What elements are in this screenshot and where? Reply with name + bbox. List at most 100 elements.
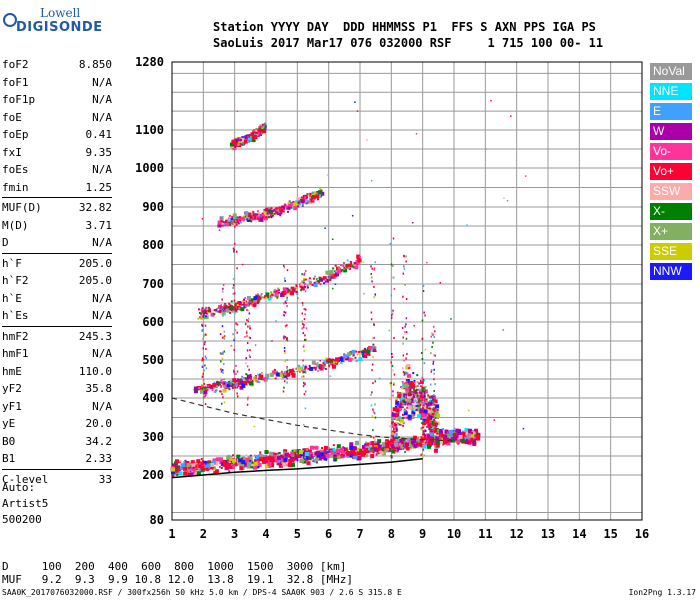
echo-point bbox=[236, 395, 239, 398]
echo-point bbox=[236, 454, 241, 459]
echo-point bbox=[211, 388, 214, 391]
echo-point bbox=[264, 459, 269, 464]
echo-point bbox=[256, 300, 259, 303]
echo-point bbox=[397, 413, 400, 416]
echo-point bbox=[390, 294, 393, 297]
echo-point bbox=[432, 325, 435, 328]
echo-point bbox=[421, 407, 424, 410]
echo-point bbox=[248, 368, 250, 371]
echo-point bbox=[234, 380, 236, 383]
echo-point bbox=[319, 283, 322, 286]
echo-point bbox=[393, 423, 396, 426]
echo-point bbox=[408, 442, 413, 447]
echo-point bbox=[466, 224, 468, 226]
echo-point bbox=[423, 389, 425, 391]
echo-point bbox=[420, 351, 423, 354]
echo-point bbox=[259, 131, 262, 134]
echo-point bbox=[358, 350, 361, 353]
echo-point bbox=[363, 293, 365, 295]
echo-point bbox=[282, 287, 287, 292]
echo-point bbox=[190, 460, 195, 465]
echo-point bbox=[272, 458, 277, 463]
y-tick-label: 1280 bbox=[135, 55, 164, 69]
param-value: N/A bbox=[92, 291, 112, 305]
echo-point bbox=[249, 300, 252, 303]
echo-point bbox=[405, 260, 407, 263]
echo-point bbox=[236, 386, 239, 389]
echo-point bbox=[354, 265, 359, 270]
echo-point bbox=[238, 307, 241, 310]
echo-point bbox=[398, 423, 401, 426]
x-tick-label: 6 bbox=[325, 527, 332, 541]
echo-point bbox=[306, 284, 309, 287]
echo-point bbox=[259, 124, 262, 127]
auto-artist: Artist5 bbox=[2, 497, 49, 510]
echo-point bbox=[433, 368, 435, 371]
echo-point bbox=[233, 337, 236, 340]
echo-point bbox=[279, 208, 284, 213]
echo-point bbox=[234, 145, 237, 148]
echo-point bbox=[334, 452, 337, 455]
echo-point bbox=[256, 293, 259, 296]
echo-point bbox=[207, 310, 210, 313]
echo-point bbox=[283, 350, 286, 353]
echo-point bbox=[286, 205, 291, 210]
echo-point bbox=[374, 416, 377, 419]
echo-point bbox=[221, 459, 226, 464]
echo-point bbox=[333, 277, 336, 280]
echo-point bbox=[319, 366, 324, 371]
echo-point bbox=[250, 298, 255, 303]
echo-point bbox=[246, 365, 249, 368]
echo-point bbox=[301, 302, 304, 305]
echo-point bbox=[392, 440, 397, 445]
echo-point bbox=[196, 386, 199, 389]
echo-point bbox=[423, 389, 428, 394]
echo-point bbox=[230, 465, 235, 470]
echo-point bbox=[219, 306, 222, 309]
echo-point bbox=[419, 390, 424, 395]
scaled-parameters-panel: foF2 8.850 foF1 N/A foF1p N/A foE N/A foEp 0.41 fx… bbox=[2, 56, 112, 488]
echo-point bbox=[283, 277, 286, 280]
echo-point bbox=[336, 454, 339, 457]
echo-point bbox=[362, 261, 365, 264]
echo-point bbox=[433, 372, 435, 375]
echo-point bbox=[232, 222, 235, 225]
echo-point bbox=[224, 303, 226, 306]
echo-point bbox=[413, 381, 416, 384]
param-name: fmin bbox=[2, 180, 29, 194]
param-name: C-level bbox=[2, 472, 49, 486]
echo-point bbox=[286, 358, 288, 361]
echo-point bbox=[406, 352, 408, 355]
echo-point bbox=[402, 399, 405, 402]
param-value: N/A bbox=[92, 93, 112, 106]
echo-point bbox=[286, 305, 288, 308]
echo-point bbox=[275, 293, 278, 296]
echo-point bbox=[355, 350, 358, 353]
echo-point bbox=[377, 452, 380, 455]
echo-point bbox=[410, 440, 415, 445]
echo-point bbox=[264, 463, 269, 468]
echo-point bbox=[315, 365, 318, 368]
param-name: fxI bbox=[2, 145, 22, 159]
echo-point bbox=[425, 386, 427, 388]
echo-point bbox=[185, 461, 190, 466]
echo-point bbox=[433, 378, 435, 381]
echo-point bbox=[431, 402, 434, 405]
echo-point bbox=[267, 456, 272, 461]
echo-point bbox=[203, 335, 205, 338]
echo-point bbox=[411, 404, 414, 407]
echo-point bbox=[365, 442, 370, 447]
echo-point bbox=[229, 142, 234, 147]
echo-point bbox=[423, 434, 426, 437]
echo-point bbox=[239, 302, 242, 305]
echo-point bbox=[464, 436, 469, 441]
echo-point bbox=[402, 440, 405, 443]
echo-point bbox=[201, 359, 203, 362]
echo-point bbox=[370, 435, 372, 438]
param-row-h-f2: h`F2 205.0 bbox=[2, 272, 112, 290]
echo-point bbox=[308, 454, 311, 457]
echo-point bbox=[406, 398, 411, 403]
echo-point bbox=[315, 363, 318, 366]
echo-point bbox=[315, 280, 318, 283]
echo-point bbox=[271, 293, 274, 296]
